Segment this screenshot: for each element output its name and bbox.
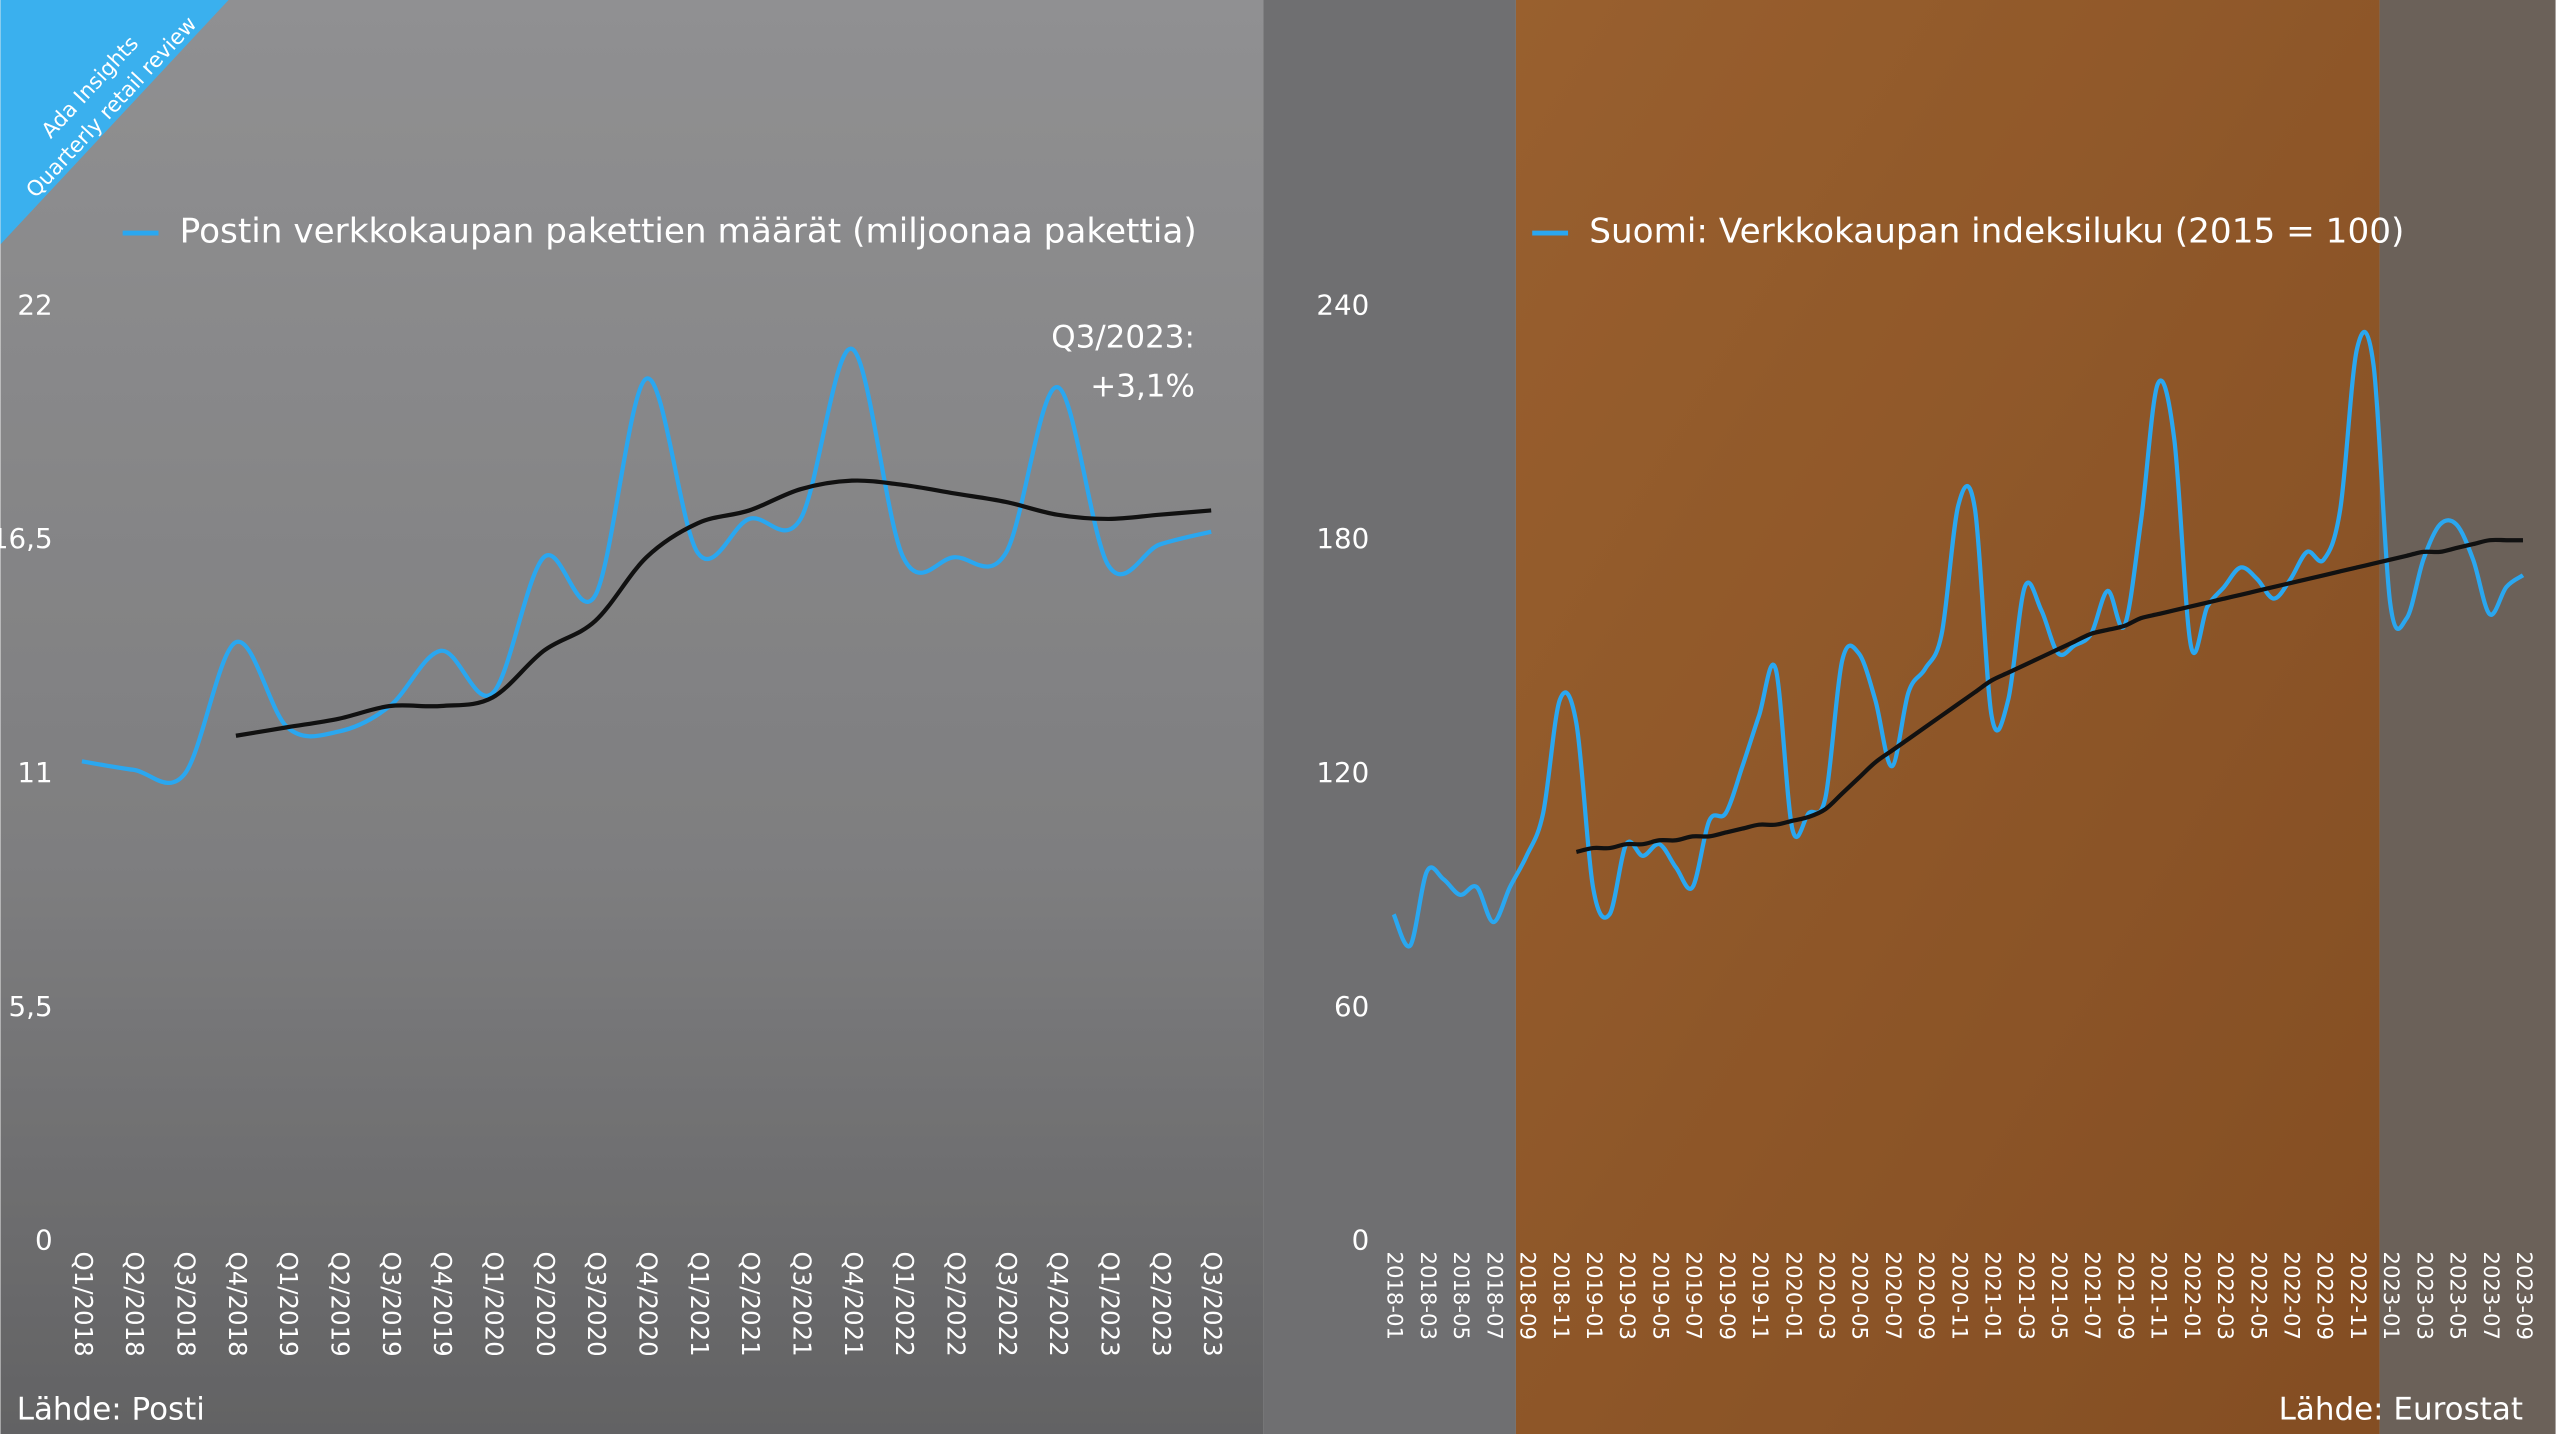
x-tick-label: Q4/2022 [1044,1251,1073,1356]
x-tick-label: 2021-11 [2147,1251,2172,1339]
x-tick-label: 2023-09 [2512,1251,2537,1339]
x-tick-label: 2019-01 [1582,1251,1607,1339]
y-tick-label: 120 [1316,756,1369,789]
x-tick-label: Q2/2020 [531,1251,560,1356]
x-tick-label: 2022-07 [2279,1251,2304,1339]
legend-label: Postin verkkokaupan pakettien määrät (mi… [180,212,1197,252]
x-tick-label: Q1/2023 [1096,1251,1125,1356]
background [2379,0,2556,1434]
x-tick-label: Q3/2020 [582,1251,611,1356]
y-tick-label: 0 [1352,1224,1370,1257]
x-tick-label: Q4/2018 [223,1251,252,1356]
x-tick-label: 2019-05 [1648,1251,1673,1339]
series-line [1575,537,2523,855]
x-tick-label: 2019-09 [1715,1251,1740,1339]
x-tick-label: 2022-09 [2313,1251,2338,1339]
x-tick-label: 2021-05 [2047,1251,2072,1339]
x-tick-label: 2018-09 [1516,1251,1541,1339]
y-tick-label: 60 [1334,990,1369,1023]
x-tick-label: Q2/2018 [120,1251,149,1356]
x-tick-label: 2018-05 [1449,1251,1474,1339]
x-tick-label: Q2/2021 [736,1251,765,1356]
x-tick-label: Q2/2019 [326,1251,355,1356]
x-tick-label: 2022-01 [2180,1251,2205,1339]
x-tick-label: Q1/2019 [274,1251,303,1356]
x-tick-label: Q3/2018 [172,1251,201,1356]
x-tick-label: 2019-07 [1682,1251,1707,1339]
x-tick-label: Q4/2021 [839,1251,868,1356]
source: Lähde: Posti [17,1392,205,1428]
x-tick-label: Q2/2023 [1147,1251,1176,1356]
x-tick-label: 2019-11 [1748,1251,1773,1339]
source: Lähde: Eurostat [2279,1392,2523,1428]
x-tick-label: 2023-01 [2379,1251,2404,1339]
x-tick-label: Q1/2018 [69,1251,98,1356]
x-tick-label: 2021-03 [2014,1251,2039,1339]
y-tick-label: 5,5 [9,990,53,1023]
x-tick-label: 2022-11 [2346,1251,2371,1339]
y-tick-label: 16,5 [0,522,53,555]
x-tick-label: Q1/2022 [890,1251,919,1356]
x-tick-label: 2018-11 [1549,1251,1574,1339]
x-tick-label: 2019-03 [1615,1251,1640,1339]
x-tick-label: Q2/2022 [942,1251,971,1356]
x-tick-label: Q3/2019 [377,1251,406,1356]
badge [0,0,229,245]
x-tick-label: Q3/2023 [1198,1251,1227,1356]
y-tick-label: 180 [1316,522,1369,555]
x-tick-label: 2021-09 [2113,1251,2138,1339]
x-tick-label: 2021-07 [2080,1251,2105,1339]
x-tick-label: Q3/2021 [788,1251,817,1356]
x-tick-label: 2020-01 [1781,1251,1806,1339]
x-tick-label: Q4/2020 [634,1251,663,1356]
x-tick-label: 2018-01 [1383,1251,1408,1339]
background [0,0,1264,1434]
y-tick-label: 22 [17,288,52,321]
x-tick-label: 2023-05 [2446,1251,2471,1339]
x-tick-label: 2018-07 [1482,1251,1507,1339]
x-tick-label: 2020-11 [1947,1251,1972,1339]
x-tick-label: Q1/2021 [685,1251,714,1356]
y-tick-label: 0 [35,1224,53,1257]
x-tick-label: Q4/2019 [428,1251,457,1356]
x-tick-label: Q3/2022 [993,1251,1022,1356]
x-tick-label: Q1/2020 [480,1251,509,1356]
y-tick-label: 11 [17,756,52,789]
x-tick-label: 2023-03 [2412,1251,2437,1339]
x-tick-label: 2020-09 [1914,1251,1939,1339]
background [1263,0,1516,1434]
series-line [1391,329,2525,949]
annotation: +3,1% [1090,368,1195,404]
background [1515,0,2380,1434]
series-line [235,478,1212,738]
x-tick-label: 2021-01 [1981,1251,2006,1339]
x-tick-label: 2020-05 [1848,1251,1873,1339]
annotation: Q3/2023: [1051,319,1195,355]
x-tick-label: 2020-03 [1814,1251,1839,1339]
x-tick-label: 2023-07 [2479,1251,2504,1339]
y-tick-label: 240 [1316,288,1369,321]
x-tick-label: 2022-05 [2246,1251,2271,1339]
x-tick-label: 2018-03 [1416,1251,1441,1339]
legend-label: Suomi: Verkkokaupan indeksiluku (2015 = … [1589,212,2404,252]
x-tick-label: 2022-03 [2213,1251,2238,1339]
x-tick-label: 2020-07 [1881,1251,1906,1339]
